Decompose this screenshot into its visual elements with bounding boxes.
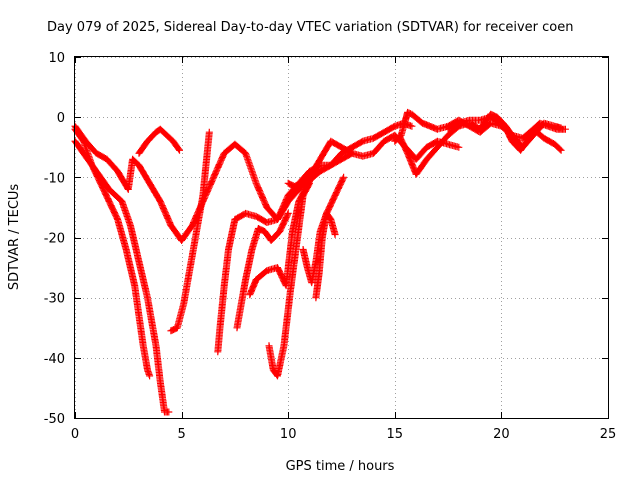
x-axis-title: GPS time / hours bbox=[286, 459, 395, 474]
y-tick-label: 10 bbox=[48, 51, 65, 66]
series-marks bbox=[233, 209, 292, 332]
y-tick-label: 0 bbox=[57, 111, 65, 126]
data-marks bbox=[71, 108, 569, 416]
series-marks bbox=[265, 179, 313, 380]
y-axis-ticks: -50 -40 -30 -20 -10 0 10 bbox=[44, 51, 608, 427]
series-arc-9 bbox=[265, 179, 313, 380]
x-tick-label: 10 bbox=[280, 427, 297, 442]
series-arc-7 bbox=[233, 209, 292, 332]
series-arc-10 bbox=[284, 119, 416, 190]
series-marks bbox=[135, 125, 183, 157]
series-arc-15 bbox=[444, 113, 569, 154]
y-tick-label: -10 bbox=[44, 171, 65, 186]
series-arc-12 bbox=[312, 209, 339, 302]
series-arc-5 bbox=[167, 128, 213, 335]
series-arc-4 bbox=[135, 125, 183, 157]
series-marks bbox=[167, 128, 213, 335]
x-axis-ticks: 0 5 10 15 20 25 bbox=[71, 57, 616, 442]
y-axis-title: SDTVAR / TECUs bbox=[7, 184, 22, 291]
x-tick-label: 20 bbox=[493, 427, 510, 442]
y-tick-label: -50 bbox=[44, 412, 65, 427]
chart-title: Day 079 of 2025, Sidereal Day-to-day VTE… bbox=[47, 20, 573, 35]
x-tick-label: 25 bbox=[600, 427, 617, 442]
y-tick-label: -20 bbox=[44, 232, 65, 247]
y-tick-label: -40 bbox=[44, 352, 65, 367]
y-tick-label: -30 bbox=[44, 292, 65, 307]
series-marks bbox=[312, 209, 339, 302]
series-marks bbox=[444, 113, 569, 154]
series-marks bbox=[284, 119, 416, 190]
x-tick-label: 0 bbox=[71, 427, 79, 442]
x-tick-label: 15 bbox=[387, 427, 404, 442]
plot-frame bbox=[74, 56, 609, 419]
x-tick-label: 5 bbox=[177, 427, 185, 442]
